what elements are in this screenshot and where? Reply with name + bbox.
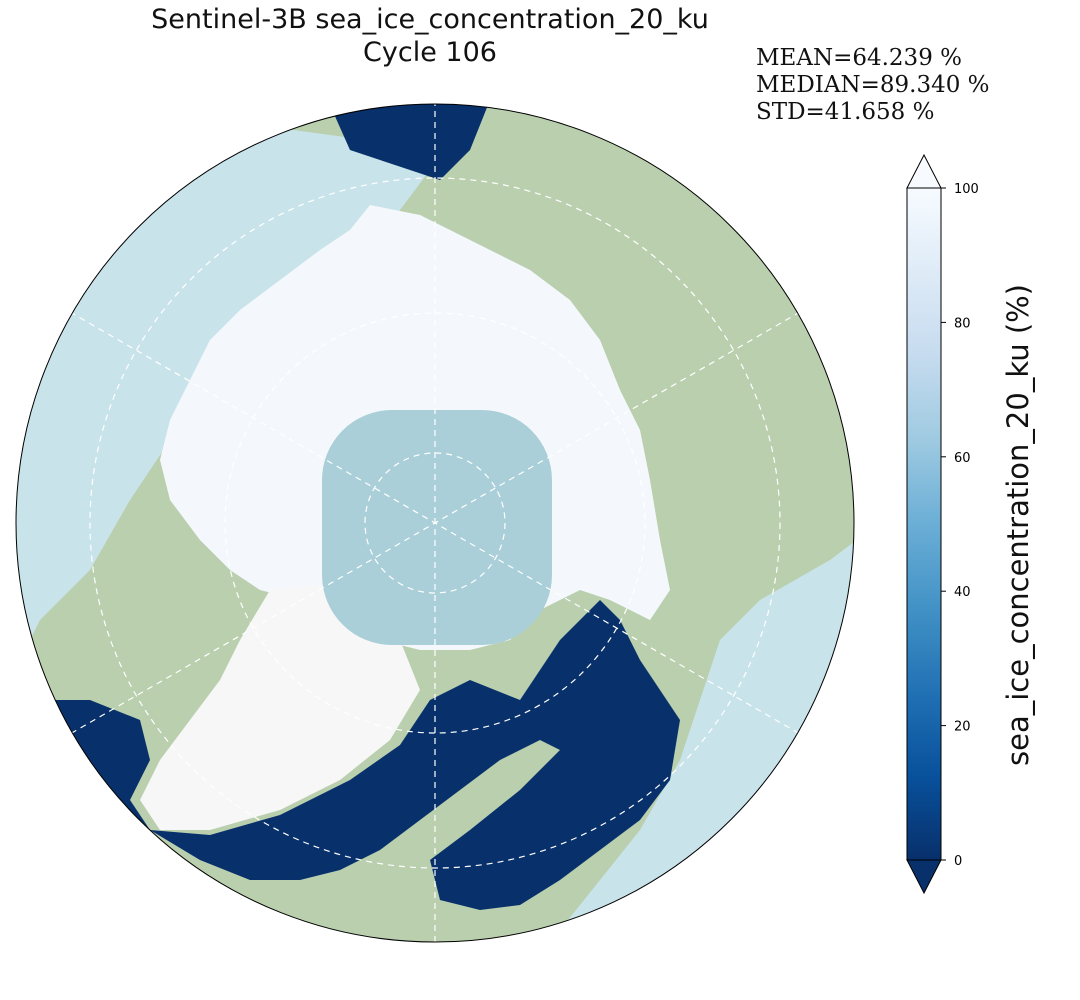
open-water-west [40,700,150,850]
colorbar-tick-label: 40 [954,585,971,600]
colorbar-tick-label: 80 [954,316,971,331]
colorbar-tick-label: 20 [954,720,971,735]
colorbar-extend-top [906,153,942,189]
figure-title: Sentinel-3B sea_ice_concentration_20_ku [151,4,709,35]
stat-median: MEDIAN=89.340 % [756,72,990,98]
figure-subtitle: Cycle 106 [363,37,497,68]
open-water [150,600,680,910]
colorbar-tick-label: 100 [954,182,979,197]
open-water-north [330,104,490,180]
stats-box: MEAN=64.239 % MEDIAN=89.340 % STD=41.658… [756,45,990,126]
colorbar: 0 20 40 60 80 100 [906,153,979,895]
colorbar-body [906,187,942,861]
polar-map [15,103,855,943]
stat-std: STD=41.658 % [756,99,935,125]
greenland-icecap [140,585,420,830]
graticule [69,104,801,942]
map-boundary [15,103,855,943]
pole-hole [322,410,552,645]
colorbar-tick-label: 60 [954,451,971,466]
colorbar-ticks: 0 20 40 60 80 100 [941,182,979,869]
colorbar-label: sea_ice_concentration_20_ku (%) [1001,284,1035,766]
colorbar-tick-label: 0 [954,854,962,869]
stat-mean: MEAN=64.239 % [756,45,962,71]
colorbar-extend-bottom [906,859,942,895]
